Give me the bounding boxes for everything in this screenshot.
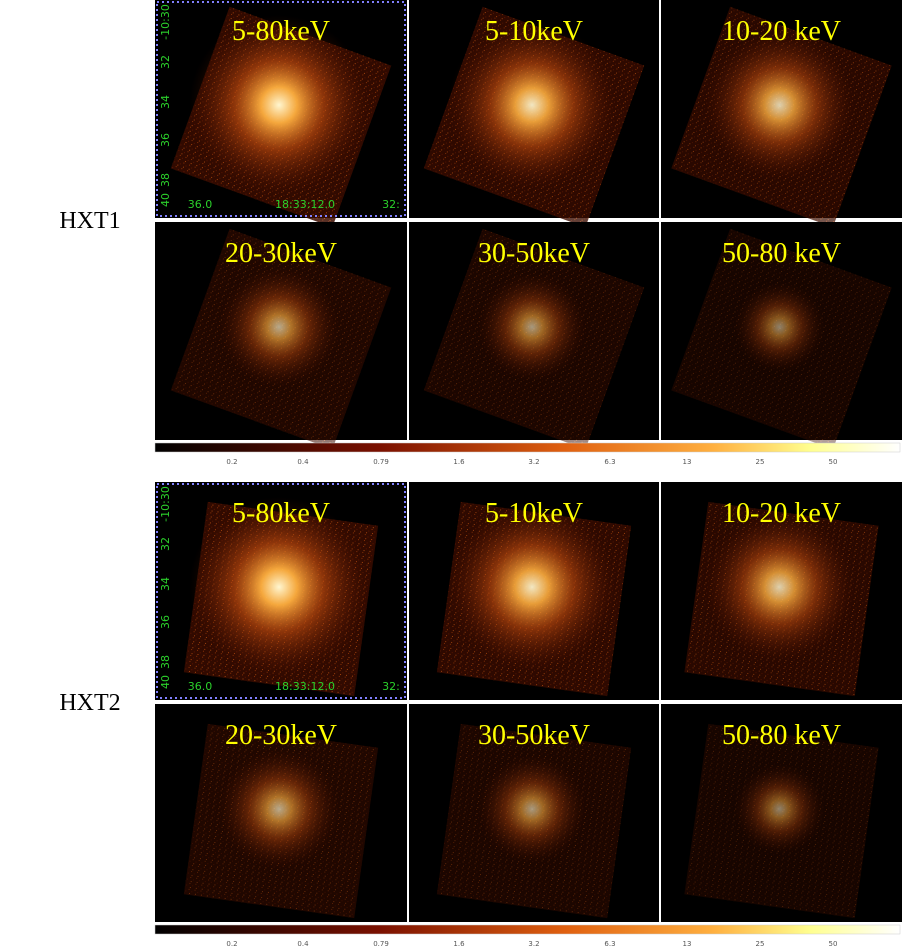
dec-tick-label: -10:30 [159,4,172,40]
dec-tick-label: 32 [159,537,172,551]
ra-tick-label: 36.0 [188,680,213,693]
dec-tick-label: 36 [159,615,172,629]
image-panel: 50-80 keV [661,704,902,922]
colorbar-tick-label: 1.6 [453,458,465,466]
source-glow [478,755,586,863]
dec-tick-label: 38 [159,173,172,187]
energy-band-label: 30-50keV [478,720,590,751]
colorbar-tick-label: 13 [683,458,692,466]
colorbar-tick-label: 6.3 [604,458,615,466]
ra-tick-label: 36.0 [188,198,213,211]
energy-band-label: 20-30keV [225,238,337,269]
image-panel: 50-80 keV [661,222,902,449]
colorbar-tick-label: 25 [756,458,765,466]
colorbar [155,925,900,934]
energy-band-label: 10-20 keV [722,16,841,47]
colorbar-tick-label: 0.79 [373,458,389,466]
dec-tick-label: 36 [159,133,172,147]
colorbar-tick-label: 3.2 [528,940,539,947]
dec-tick-label: 40 [159,675,172,689]
energy-band-label: 50-80 keV [722,720,841,751]
ra-tick-label: 18:33:12.0 [275,198,335,211]
image-panel: 20-30keV [155,704,407,922]
detector-group: HXT2 5-80keV -10:30 32 34 36 38 40 36.0 18:33:12.… [59,482,902,947]
colorbar-tick-label: 0.79 [373,940,389,947]
ra-tick-label: 32: [382,680,400,693]
image-panel: 10-20 keV [661,0,902,227]
energy-band-label: 50-80 keV [722,238,841,269]
image-panel: 30-50keV [409,704,659,922]
detector-label: HXT1 [59,208,120,234]
dec-tick-label: 32 [159,55,172,69]
colorbar-tick-label: 25 [756,940,765,947]
dec-tick-label: 34 [159,95,172,109]
page: HXT1 5-80keV -10:30 32 34 36 38 40 36.0 18:33:12.… [0,0,902,947]
detector-label: HXT2 [59,690,120,716]
energy-band-label: 20-30keV [225,720,337,751]
source-glow [219,267,339,387]
detector-group: HXT1 5-80keV -10:30 32 34 36 38 40 36.0 18:33:12.… [59,0,902,466]
figure: HXT1 5-80keV -10:30 32 34 36 38 40 36.0 18:33:12.… [0,0,902,947]
image-panel: 5-80keV -10:30 32 34 36 38 40 36.0 18:33:12.0 32: [155,0,407,227]
image-panel: 5-80keV -10:30 32 34 36 38 40 36.0 18:33:12.0 32: [155,482,407,700]
ra-tick-label: 32: [382,198,400,211]
colorbar-tick-label: 50 [829,458,838,466]
source-glow [705,30,855,180]
colorbar-tick-label: 6.3 [604,940,615,947]
energy-band-label: 5-80keV [232,16,330,47]
image-panel: 5-10keV [409,482,659,700]
colorbar-tick-label: 1.6 [453,940,465,947]
colorbar [155,443,900,452]
image-panel: 30-50keV [409,222,659,449]
dec-tick-label: 34 [159,577,172,591]
colorbar-tick-label: 0.2 [226,940,237,947]
source-glow [705,512,855,662]
dec-tick-label: 38 [159,655,172,669]
source-glow [735,282,825,372]
source-glow [478,273,586,381]
image-panel: 5-10keV [409,0,659,227]
colorbar-tick-label: 0.4 [297,940,309,947]
image-panel: 10-20 keV [661,482,902,700]
dec-tick-label: -10:30 [159,486,172,522]
dec-tick-label: 40 [159,193,172,207]
energy-band-label: 5-10keV [485,16,583,47]
energy-band-label: 5-80keV [232,498,330,529]
colorbar-tick-label: 13 [683,940,692,947]
colorbar-tick-label: 0.4 [297,458,309,466]
energy-band-label: 10-20 keV [722,498,841,529]
ra-tick-label: 18:33:12.0 [275,680,335,693]
energy-band-label: 5-10keV [485,498,583,529]
colorbar-tick-label: 0.2 [226,458,237,466]
source-glow [219,749,339,869]
image-panel: 20-30keV [155,222,407,449]
colorbar-tick-label: 50 [829,940,838,947]
energy-band-label: 30-50keV [478,238,590,269]
source-glow [735,764,825,854]
colorbar-tick-label: 3.2 [528,458,539,466]
